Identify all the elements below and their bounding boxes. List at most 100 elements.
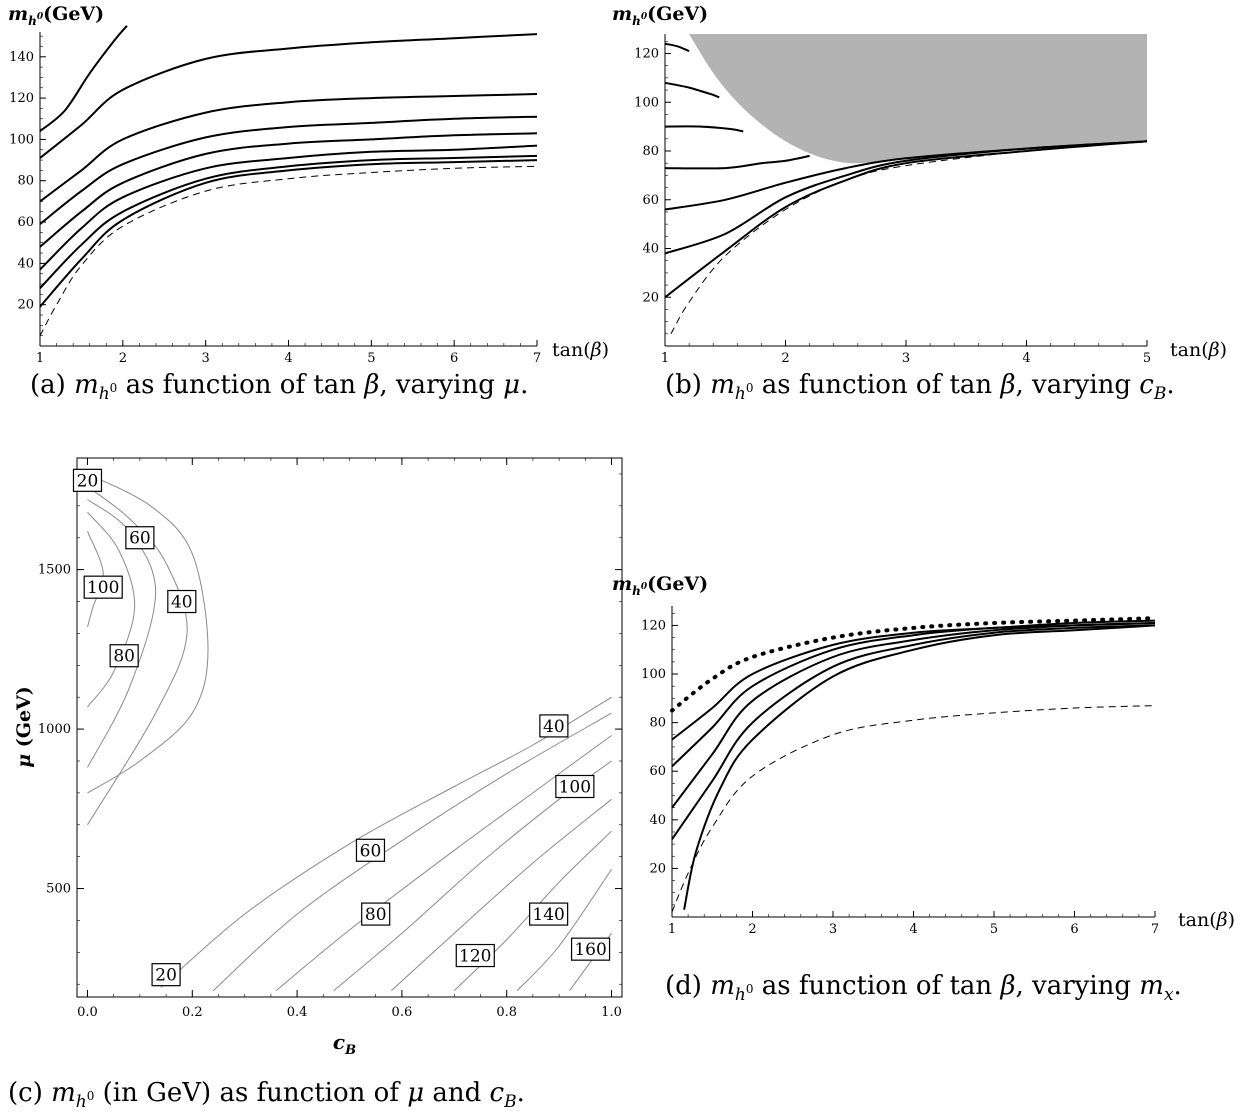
- x-tick-label: 5: [367, 351, 375, 366]
- contour-line-right-1: [160, 696, 612, 988]
- x-tick-label: 6: [450, 351, 458, 366]
- contour-label-box: [151, 963, 181, 987]
- x-tick-label: 3: [902, 351, 910, 366]
- contour-label-box: [555, 774, 595, 799]
- contour-label-box: [361, 902, 391, 926]
- y-tick-label: 120: [634, 47, 659, 62]
- series-line-b-8: [670, 140, 1148, 335]
- contour-label-box: [167, 589, 197, 614]
- x-tick-label: 1: [661, 351, 669, 366]
- series-line-b-3: [664, 125, 744, 133]
- x-tick-label: 7: [533, 351, 541, 366]
- x-axis-label: tan(β): [1178, 909, 1235, 931]
- series-line-d-6: [683, 624, 1156, 910]
- series-line-a-4: [39, 115, 538, 225]
- x-tick-label: 4: [1022, 351, 1030, 366]
- svg-text:mh0(GeV): mh0(GeV): [8, 3, 104, 28]
- x-tick-label: 1.0: [601, 1005, 622, 1020]
- contour-label-text: 140: [532, 905, 564, 925]
- contour-label-text: 20: [77, 471, 99, 491]
- contour-label: 40: [539, 714, 569, 738]
- contour-label: 100: [83, 575, 123, 599]
- y-tick-label: 80: [649, 716, 666, 731]
- contour-label-box: [109, 644, 139, 668]
- y-axis-label: μ (GeV): [13, 686, 35, 768]
- contour-label: 20: [72, 468, 103, 492]
- contour-label: 120: [455, 943, 495, 968]
- contour-label-text: 40: [171, 593, 193, 613]
- contour-label: 60: [125, 526, 155, 550]
- chart-c: 0.0 0.2 0.4 0.6 0.8 1.0 500 1000 1500 20 60 100 40 80…: [13, 457, 623, 1058]
- contour-label-text: 100: [559, 778, 591, 798]
- contour-label-text: 60: [129, 529, 151, 549]
- x-axis-label: cB: [333, 1030, 356, 1058]
- y-tick-label: 500: [46, 882, 71, 897]
- svg-text:mh0(GeV): mh0(GeV): [612, 3, 708, 28]
- y-axis-label: mh0(GeV): [8, 3, 104, 28]
- series-line-a-2: [39, 33, 538, 159]
- contour-line-right-8: [569, 932, 612, 991]
- x-tick-label: 6: [1070, 922, 1078, 937]
- x-tick-label: 3: [829, 922, 837, 937]
- contour-label-text: 100: [87, 578, 119, 598]
- contour-label-box: [529, 902, 569, 926]
- contour-label-box: [355, 838, 386, 862]
- x-tick-label: 0.0: [77, 1005, 98, 1020]
- series-line-d-5: [671, 624, 1156, 840]
- series-line-d-2: [671, 619, 1156, 741]
- x-axis-label: tan(β): [1170, 339, 1227, 361]
- x-tick-label: 7: [1151, 922, 1159, 937]
- x-axis-label: tan(β): [552, 339, 609, 361]
- contour-label-box: [83, 575, 123, 599]
- caption-c: (c) mh0 (in GeV) as function of μ and cB…: [8, 1078, 525, 1112]
- y-tick-label: 40: [17, 256, 34, 271]
- y-tick-label: 20: [642, 290, 659, 305]
- x-tick-label: 0.6: [392, 1005, 413, 1020]
- x-tick-label: 5: [990, 922, 998, 937]
- series-line-a-7: [39, 154, 538, 289]
- series-line-a-5: [39, 132, 538, 248]
- contour-label-box: [570, 937, 611, 961]
- svg-text:mh0(GeV): mh0(GeV): [612, 573, 708, 598]
- contour-label-text: 40: [543, 717, 565, 737]
- series-line-d-7: [671, 705, 1156, 913]
- contour-line-right-3: [275, 735, 612, 991]
- y-tick-label: 20: [649, 861, 666, 876]
- caption-a: (a) mh0 as function of tan β, varying μ.: [30, 370, 528, 404]
- contour-label: 40: [167, 589, 197, 614]
- y-tick-label: 100: [9, 132, 34, 147]
- y-tick-label: 20: [17, 298, 34, 313]
- y-axis-label: mh0(GeV): [612, 573, 708, 598]
- x-tick-label: 5: [1143, 351, 1151, 366]
- contour-label-text: 80: [113, 647, 135, 667]
- series-line-a-3: [39, 93, 538, 203]
- series-line-a-8: [39, 159, 538, 308]
- x-tick-label: 1: [668, 922, 676, 937]
- series-line-b-6: [664, 140, 1148, 255]
- contour-label: 20: [151, 963, 181, 987]
- contour-label-text: 20: [155, 966, 177, 986]
- x-tick-label: 0.4: [287, 1005, 308, 1020]
- y-tick-label: 1500: [38, 563, 71, 578]
- x-tick-label: 4: [284, 351, 292, 366]
- caption-b: (b) mh0 as function of tan β, varying cB…: [665, 370, 1175, 404]
- y-tick-label: 80: [642, 144, 659, 159]
- y-tick-label: 60: [649, 764, 666, 779]
- y-axis-label: mh0(GeV): [612, 3, 708, 28]
- contour-line-right-7: [516, 869, 612, 991]
- contour-label-text: 160: [574, 940, 606, 960]
- series-line-b-2: [664, 81, 720, 99]
- x-tick-label: 0.2: [182, 1005, 203, 1020]
- chart-b: 1 2 3 4 5 20 40 60 80 100 120 mh0(GeV) tan(β): [612, 3, 1227, 366]
- y-tick-label: 40: [649, 813, 666, 828]
- contour-label: 80: [361, 902, 391, 926]
- chart-d: 1 2 3 4 5 6 7 20 40 60 80 100 120 mh0(GeV) tan(β): [612, 573, 1235, 937]
- x-tick-label: 2: [119, 351, 127, 366]
- series-line-a-1: [39, 25, 128, 132]
- excluded-region: [689, 34, 1147, 164]
- series-line-d-4: [671, 622, 1156, 809]
- y-tick-label: 60: [17, 215, 34, 230]
- series-line-b-7: [664, 140, 1148, 299]
- contour-label: 60: [355, 838, 386, 862]
- y-tick-label: 60: [642, 193, 659, 208]
